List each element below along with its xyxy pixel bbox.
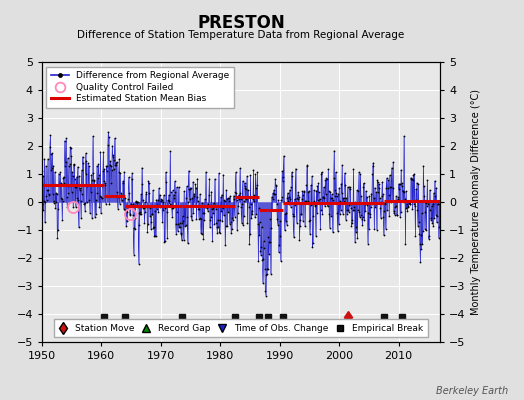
Text: PRESTON: PRESTON [197, 14, 285, 32]
Text: Berkeley Earth: Berkeley Earth [436, 386, 508, 396]
Text: Difference of Station Temperature Data from Regional Average: Difference of Station Temperature Data f… [78, 30, 405, 40]
Y-axis label: Monthly Temperature Anomaly Difference (°C): Monthly Temperature Anomaly Difference (… [471, 89, 481, 315]
Legend: Station Move, Record Gap, Time of Obs. Change, Empirical Break: Station Move, Record Gap, Time of Obs. C… [54, 320, 428, 338]
